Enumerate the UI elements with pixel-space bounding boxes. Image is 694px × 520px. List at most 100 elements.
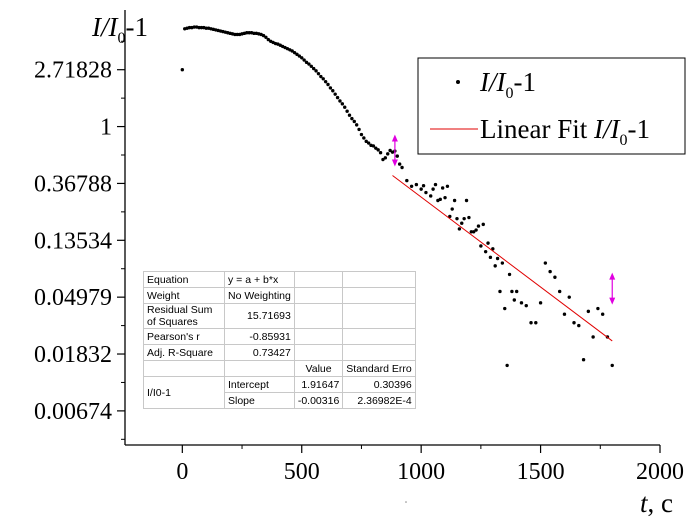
data-point bbox=[488, 255, 493, 260]
data-point bbox=[538, 301, 543, 305]
data-point bbox=[409, 184, 414, 188]
data-point bbox=[311, 66, 316, 71]
data-point bbox=[505, 363, 509, 368]
data-point bbox=[464, 198, 469, 203]
data-point bbox=[381, 157, 385, 162]
equation-label: Equation bbox=[143, 271, 225, 288]
data-point bbox=[335, 95, 340, 100]
data-point bbox=[383, 156, 388, 160]
data-point bbox=[514, 289, 519, 294]
data-point bbox=[553, 275, 557, 279]
data-point bbox=[419, 187, 423, 191]
data-point bbox=[352, 119, 356, 124]
data-point bbox=[548, 269, 552, 274]
equation-value: y = a + b*x bbox=[224, 271, 295, 288]
data-point bbox=[472, 230, 476, 234]
data-point bbox=[338, 99, 342, 103]
data-point bbox=[357, 127, 361, 132]
data-point bbox=[307, 62, 311, 66]
data-point bbox=[529, 321, 533, 325]
data-point bbox=[261, 33, 266, 38]
chart-ticks: 0 500 1000 1500 2000 2.71828 1 0.36788 0.13534 0.… bbox=[34, 40, 684, 485]
slope-error: 2.36982E-4 bbox=[342, 392, 416, 409]
data-point bbox=[314, 69, 318, 73]
x-tick-label: 1000 bbox=[397, 459, 445, 485]
data-point bbox=[386, 152, 390, 156]
stderr-header: Standard Erro bbox=[342, 360, 416, 377]
rss-value: 15.71693 bbox=[224, 303, 295, 329]
y-tick-label: 0.01832 bbox=[34, 342, 112, 368]
data-point bbox=[350, 116, 354, 121]
data-point bbox=[524, 303, 528, 308]
data-point bbox=[414, 182, 419, 187]
data-point bbox=[431, 187, 435, 191]
data-point bbox=[596, 306, 600, 311]
weight-value: No Weighting bbox=[224, 287, 295, 304]
pearson-value: -0.85931 bbox=[224, 328, 295, 345]
y-tick-label: 2.71828 bbox=[34, 58, 112, 84]
data-point bbox=[395, 154, 399, 158]
fit-line-segment bbox=[392, 175, 613, 342]
data-point bbox=[376, 148, 380, 152]
data-point bbox=[388, 148, 392, 153]
data-point bbox=[371, 144, 376, 148]
data-point bbox=[354, 123, 359, 127]
data-point bbox=[600, 312, 605, 316]
data-point bbox=[323, 79, 328, 84]
intercept-label: Intercept bbox=[224, 376, 295, 393]
intercept-error: 0.30396 bbox=[342, 376, 416, 393]
data-point bbox=[581, 358, 586, 362]
rss-label: Residual Sum of Squares bbox=[143, 303, 225, 329]
data-point bbox=[507, 272, 512, 277]
x-tick-label: 0 bbox=[176, 459, 188, 485]
data-point bbox=[328, 86, 333, 90]
slope-label: Slope bbox=[224, 392, 295, 409]
data-point bbox=[610, 363, 614, 368]
data-point bbox=[445, 184, 450, 188]
stray-dot bbox=[405, 501, 407, 503]
data-points bbox=[180, 25, 614, 368]
x-tick-label: 500 bbox=[284, 459, 320, 485]
adjr2-label: Adj. R-Square bbox=[143, 344, 225, 361]
data-point bbox=[438, 197, 442, 202]
data-point bbox=[562, 312, 567, 316]
adjr2-value: 0.73427 bbox=[224, 344, 295, 361]
data-point bbox=[180, 68, 185, 72]
data-point bbox=[495, 256, 500, 261]
data-point bbox=[378, 151, 383, 155]
data-point bbox=[500, 261, 505, 265]
data-point bbox=[424, 190, 428, 195]
y-tick-label: 0.36788 bbox=[34, 171, 112, 197]
data-point bbox=[476, 224, 481, 228]
linear-fit-line bbox=[392, 175, 613, 342]
data-point bbox=[359, 132, 364, 137]
data-point bbox=[474, 228, 478, 232]
data-point bbox=[233, 32, 237, 37]
slope-value: -0.00316 bbox=[293, 392, 344, 409]
x-axis-title: t, c bbox=[640, 488, 673, 518]
data-point bbox=[292, 50, 297, 55]
intercept-value: 1.91647 bbox=[293, 376, 344, 393]
weight-label: Weight bbox=[143, 287, 225, 304]
data-point bbox=[199, 25, 204, 30]
data-point bbox=[577, 323, 581, 328]
data-point bbox=[297, 54, 302, 58]
data-point bbox=[235, 32, 239, 37]
data-point bbox=[290, 49, 294, 53]
y-tick-label: 1 bbox=[100, 115, 112, 141]
data-point bbox=[460, 221, 464, 225]
data-point bbox=[326, 82, 330, 87]
data-point bbox=[543, 261, 548, 265]
data-point bbox=[340, 102, 345, 106]
error-arrow-down bbox=[609, 297, 616, 305]
data-point bbox=[304, 60, 309, 65]
data-point bbox=[319, 74, 323, 79]
legend-box bbox=[417, 57, 686, 155]
error-markers bbox=[391, 134, 616, 305]
y-tick-label: 0.13534 bbox=[34, 228, 112, 254]
dataset-label: I/I0-1 bbox=[143, 376, 225, 409]
data-point bbox=[331, 89, 335, 93]
data-point bbox=[345, 109, 349, 113]
data-point bbox=[316, 71, 321, 76]
